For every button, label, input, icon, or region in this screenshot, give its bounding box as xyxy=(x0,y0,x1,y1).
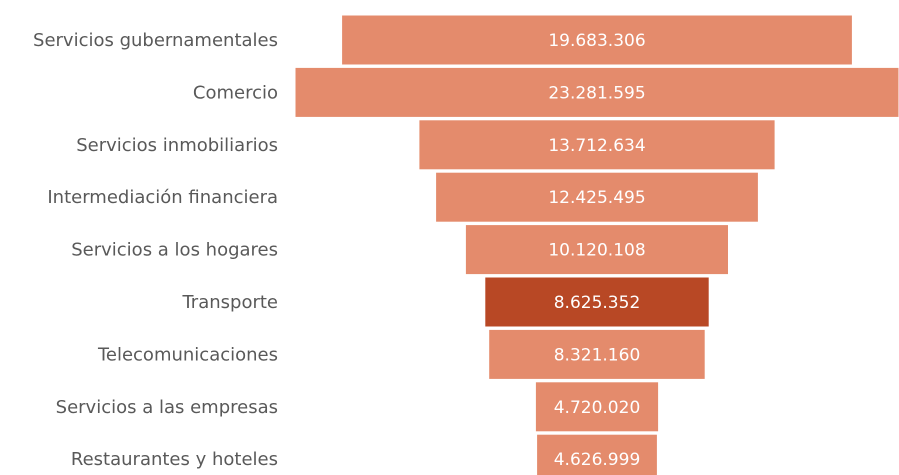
value-label: 19.683.306 xyxy=(548,31,645,51)
category-label: Servicios inmobiliarios xyxy=(76,135,278,156)
category-labels-group: Servicios gubernamentales Comercio Servici… xyxy=(33,30,278,470)
bars-group xyxy=(295,15,899,475)
funnel-bar xyxy=(485,277,709,327)
funnel-bar xyxy=(537,434,657,475)
value-label: 10.120.108 xyxy=(548,241,645,261)
category-label: Transporte xyxy=(181,292,278,313)
funnel-bar xyxy=(342,15,852,65)
category-label: Telecomunicaciones xyxy=(97,344,278,365)
category-label: Servicios a las empresas xyxy=(56,397,278,418)
value-label: 8.625.352 xyxy=(554,293,641,313)
funnel-bar xyxy=(419,120,775,170)
category-label: Restaurantes y hoteles xyxy=(71,449,278,470)
category-label: Servicios gubernamentales xyxy=(33,30,278,51)
value-label: 4.626.999 xyxy=(554,450,641,470)
value-label: 8.321.160 xyxy=(554,345,641,365)
funnel-bar xyxy=(535,382,659,432)
funnel-bar xyxy=(295,67,899,117)
value-label: 23.281.595 xyxy=(548,83,645,103)
funnel-bar xyxy=(465,225,728,275)
value-labels-group: 19.683.306 23.281.595 13.712.634 12.425.495… xyxy=(548,31,645,470)
funnel-bar xyxy=(489,329,705,379)
value-label: 4.720.020 xyxy=(554,398,641,418)
value-label: 13.712.634 xyxy=(548,136,645,156)
category-label: Servicios a los hogares xyxy=(71,240,278,261)
funnel-bar xyxy=(436,172,758,222)
category-label: Comercio xyxy=(193,82,278,103)
category-label: Intermediación financiera xyxy=(47,187,278,208)
value-label: 12.425.495 xyxy=(548,188,645,208)
